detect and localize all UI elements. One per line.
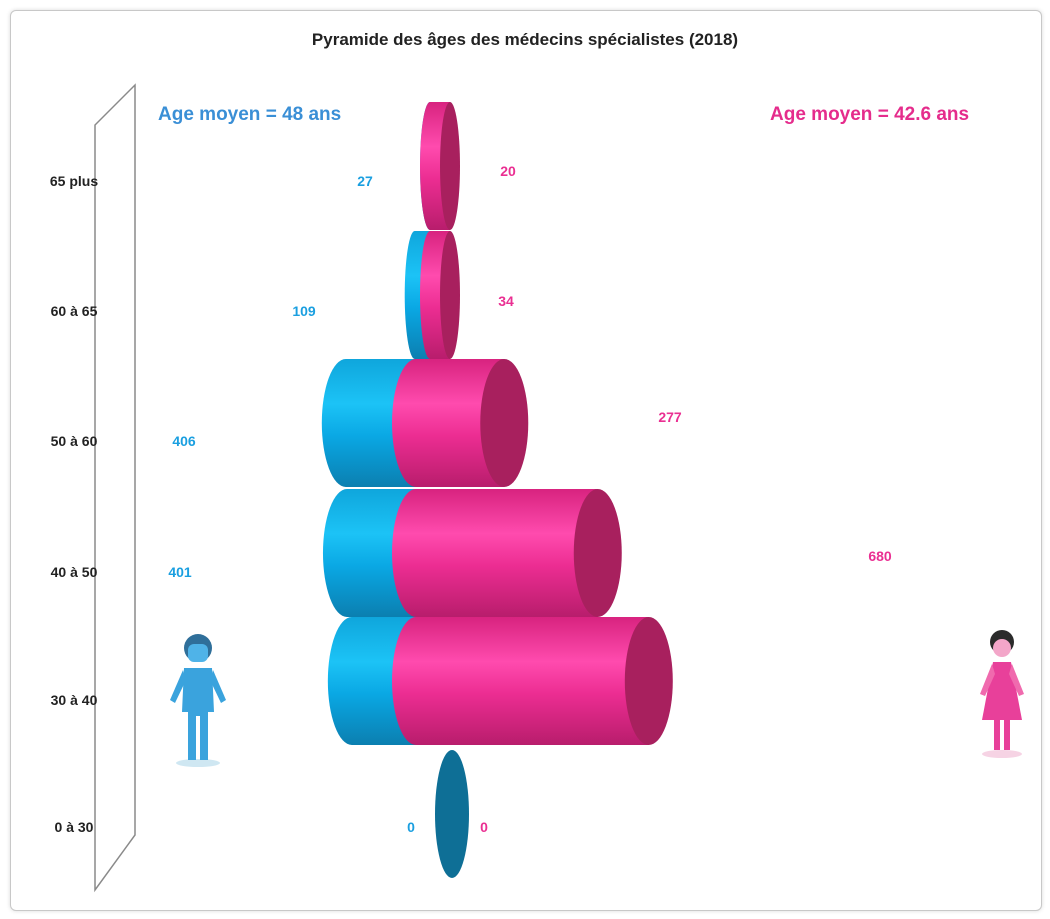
chart-title: Pyramide des âges des médecins spécialis…	[311, 30, 739, 49]
male-value-label: 27	[357, 173, 373, 189]
man-icon	[170, 634, 226, 767]
female-bar-end	[480, 359, 529, 487]
zero-bar-disc	[435, 750, 469, 878]
female-bar-end	[440, 102, 460, 230]
female-average-label: Age moyen = 42.6 ans	[770, 104, 970, 125]
female-bar-end	[440, 231, 460, 359]
male-value-label: 401	[168, 564, 192, 580]
category-label: 65 plus	[50, 173, 98, 189]
female-bar-end	[573, 489, 622, 617]
female-value-label: 0	[480, 819, 488, 835]
male-value-label: 0	[407, 819, 415, 835]
female-bar	[392, 617, 649, 745]
female-value-label: 277	[658, 409, 682, 425]
female-bar-end	[624, 617, 673, 745]
category-label: 60 à 65	[51, 303, 98, 319]
female-value-label: 34	[498, 293, 514, 309]
woman-icon	[980, 630, 1024, 758]
female-value-label: 680	[868, 548, 892, 564]
male-average-label: Age moyen = 48 ans	[158, 104, 342, 125]
category-label: 0 à 30	[55, 819, 94, 835]
category-label: 30 à 40	[51, 692, 98, 708]
female-bar	[392, 359, 505, 487]
category-label: 40 à 50	[51, 564, 98, 580]
left-axis-panel	[94, 83, 136, 893]
female-value-label: 20	[500, 163, 516, 179]
category-label: 50 à 60	[51, 433, 98, 449]
male-value-label: 406	[172, 433, 196, 449]
female-bar	[392, 489, 598, 617]
male-value-label: 109	[292, 303, 316, 319]
